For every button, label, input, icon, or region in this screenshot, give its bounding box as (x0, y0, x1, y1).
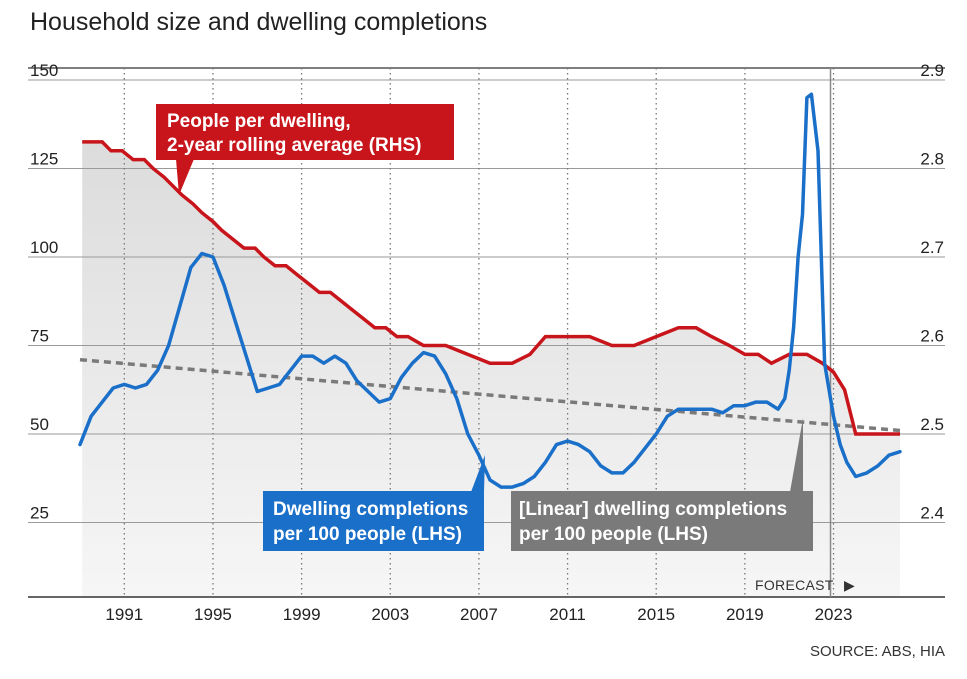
x-tick-1991: 1991 (105, 605, 143, 624)
y-left-tick-50: 50 (30, 415, 49, 434)
page-title: Household size and dwelling completions (30, 8, 488, 36)
x-tick-2023: 2023 (815, 605, 853, 624)
forecast-label: FORECAST (755, 577, 834, 593)
y-right-tick-2.9: 2.9 (920, 61, 944, 80)
x-tick-2003: 2003 (371, 605, 409, 624)
completions-callout: Dwelling completions per 100 people (LHS… (263, 455, 485, 551)
linear-trend-line (79, 357, 901, 433)
y-right-tick-2.5: 2.5 (920, 415, 944, 434)
linear-callout-line1: [Linear] dwelling completions (519, 499, 787, 520)
x-tick-1999: 1999 (283, 605, 321, 624)
y-left-tick-150: 150 (30, 61, 58, 80)
household-callout-line2: 2-year rolling average (RHS) (167, 135, 421, 156)
household-area (82, 141, 900, 597)
household-callout-line1: People per dwelling, (167, 111, 351, 132)
linear-callout-box (511, 491, 813, 551)
linear-callout-line2: per 100 people (LHS) (519, 524, 708, 545)
y-right-tick-2.7: 2.7 (920, 238, 944, 257)
completions-line (78, 92, 902, 489)
y-right-tick-2.4: 2.4 (920, 504, 944, 523)
x-tick-1995: 1995 (194, 605, 232, 624)
household-shaded-area (82, 141, 900, 597)
source-note: SOURCE: ABS, HIA (809, 643, 945, 660)
y-left-tick-125: 125 (30, 150, 58, 169)
household-callout-pointer (176, 159, 194, 195)
y-left-tick-100: 100 (30, 238, 58, 257)
household-callout-box (156, 104, 454, 160)
y-left-tick-75: 75 (30, 327, 49, 346)
household-callout: People per dwelling, 2-year rolling aver… (156, 104, 454, 195)
axes: 25 50 75 100 125 150 2.4 2.5 2.6 2.7 2.8 2.9 1991 199… (30, 61, 944, 624)
linear-callout: [Linear] dwelling completions per 100 pe… (511, 418, 813, 551)
x-tick-2015: 2015 (637, 605, 675, 624)
y-right-tick-2.6: 2.6 (920, 327, 944, 346)
completions-callout-line1: Dwelling completions (273, 499, 468, 520)
forecast-arrow-icon: ▶ (844, 577, 855, 593)
x-tick-2011: 2011 (549, 605, 586, 624)
linear-callout-pointer (790, 418, 803, 492)
y-right-tick-2.8: 2.8 (920, 150, 944, 169)
x-tick-2019: 2019 (726, 605, 764, 624)
completions-callout-line2: per 100 people (LHS) (273, 524, 462, 545)
y-left-tick-25: 25 (30, 504, 49, 523)
completions-callout-box (263, 491, 484, 551)
completions-callout-pointer (471, 455, 485, 492)
x-tick-2007: 2007 (460, 605, 498, 624)
